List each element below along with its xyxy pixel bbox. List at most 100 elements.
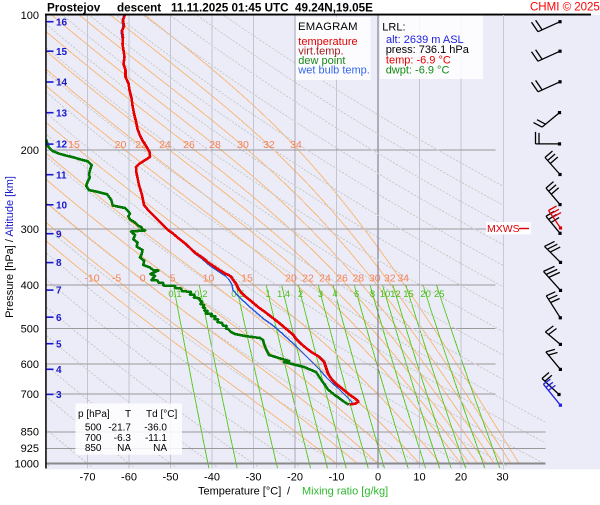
svg-text:Prostejov: Prostejov: [47, 2, 101, 15]
svg-text:-21.7: -21.7: [108, 423, 131, 434]
svg-text:descent: descent: [117, 2, 161, 15]
svg-text:32: 32: [384, 273, 396, 285]
svg-text:20: 20: [285, 273, 297, 285]
svg-text:4: 4: [56, 365, 62, 376]
svg-text:2: 2: [298, 289, 303, 300]
svg-text:20: 20: [420, 289, 431, 300]
svg-text:700: 700: [85, 433, 102, 444]
svg-text:0: 0: [375, 472, 381, 484]
svg-text:-5: -5: [112, 273, 121, 285]
svg-text:28: 28: [352, 273, 364, 285]
svg-text:MXWS: MXWS: [487, 223, 520, 235]
svg-text:26: 26: [336, 273, 348, 285]
svg-text:NA: NA: [153, 443, 167, 454]
svg-text:LRL:: LRL:: [382, 22, 405, 34]
svg-text:28: 28: [209, 139, 221, 151]
svg-text:0.1: 0.1: [168, 289, 181, 300]
svg-text:15: 15: [56, 47, 68, 58]
svg-text:-50: -50: [163, 472, 179, 484]
svg-text:wet bulb temp.: wet bulb temp.: [297, 64, 370, 76]
svg-text:4: 4: [333, 289, 338, 300]
svg-text:500: 500: [85, 423, 102, 434]
svg-text:10: 10: [413, 472, 425, 484]
svg-text:16: 16: [56, 17, 68, 28]
svg-text:T: T: [125, 409, 131, 420]
svg-text:temp: -6.9 °C: temp: -6.9 °C: [386, 54, 451, 66]
svg-text:49.24N,19.05E: 49.24N,19.05E: [295, 2, 373, 15]
svg-text:30: 30: [237, 139, 249, 151]
svg-text:12: 12: [390, 289, 401, 300]
svg-text:-10: -10: [84, 273, 99, 285]
svg-text:22: 22: [302, 273, 314, 285]
svg-text:1: 1: [266, 289, 271, 300]
svg-text:34: 34: [290, 139, 302, 151]
svg-text:0.5: 0.5: [231, 289, 244, 300]
svg-text:press: 736.1 hPa: press: 736.1 hPa: [386, 44, 470, 56]
svg-text:10: 10: [56, 200, 68, 211]
svg-text:1000: 1000: [15, 458, 39, 470]
svg-text:5: 5: [170, 273, 176, 285]
svg-text:10: 10: [380, 289, 391, 300]
svg-text:virt.temp.: virt.temp.: [298, 45, 343, 57]
svg-text:925: 925: [21, 443, 39, 455]
svg-text:30: 30: [369, 273, 381, 285]
svg-text:24: 24: [159, 139, 171, 151]
svg-text:-30: -30: [246, 472, 262, 484]
svg-text:10: 10: [203, 273, 215, 285]
svg-text:20: 20: [115, 139, 127, 151]
svg-text:11.11.2025 01:45 UTC: 11.11.2025 01:45 UTC: [171, 2, 289, 15]
svg-text:15: 15: [241, 273, 253, 285]
svg-text:13: 13: [56, 108, 68, 119]
svg-text:15: 15: [403, 289, 414, 300]
svg-text:14: 14: [56, 78, 68, 89]
svg-text:24: 24: [319, 273, 331, 285]
svg-text:dew point: dew point: [298, 55, 345, 67]
svg-text:32: 32: [263, 139, 275, 151]
svg-text:NA: NA: [117, 443, 131, 454]
svg-text:100: 100: [21, 10, 39, 22]
svg-text:30: 30: [496, 472, 508, 484]
svg-text:850: 850: [21, 427, 39, 439]
svg-text:-40: -40: [204, 472, 220, 484]
svg-text:/: /: [287, 486, 291, 498]
svg-text:dwpt: -6.9 °C: dwpt: -6.9 °C: [386, 65, 450, 77]
svg-text:-70: -70: [80, 472, 96, 484]
svg-text:3: 3: [318, 289, 323, 300]
svg-text:temperature: temperature: [298, 36, 357, 48]
svg-text:5: 5: [56, 339, 62, 350]
svg-text:8: 8: [56, 258, 62, 269]
svg-text:alt: 2639 m ASL: alt: 2639 m ASL: [386, 34, 464, 46]
svg-text:Pressure [hPa] / Altitude [k: Pressure [hPa] / Altitude [km]: [4, 176, 16, 318]
svg-text:-20: -20: [287, 472, 303, 484]
svg-text:-60: -60: [121, 472, 137, 484]
svg-text:0.2: 0.2: [194, 289, 207, 300]
svg-text:Temperature [°C]: Temperature [°C]: [198, 486, 281, 498]
svg-text:400: 400: [21, 280, 39, 292]
svg-text:p [hPa]: p [hPa]: [78, 409, 110, 420]
svg-text:22: 22: [135, 139, 147, 151]
svg-text:20: 20: [455, 472, 467, 484]
svg-text:700: 700: [21, 389, 39, 401]
svg-text:0: 0: [140, 273, 146, 285]
svg-text:-11.1: -11.1: [145, 433, 167, 444]
svg-text:300: 300: [21, 224, 39, 236]
svg-text:6: 6: [354, 289, 359, 300]
svg-text:6: 6: [56, 313, 62, 324]
svg-text:1.4: 1.4: [277, 289, 290, 300]
svg-text:26: 26: [183, 139, 195, 151]
svg-text:Td [°C]: Td [°C]: [146, 409, 177, 420]
svg-text:EMAGRAM: EMAGRAM: [298, 21, 358, 33]
svg-text:200: 200: [21, 145, 39, 157]
svg-text:11: 11: [56, 170, 67, 181]
svg-text:3: 3: [56, 390, 62, 401]
svg-text:34: 34: [397, 273, 409, 285]
svg-text:Mixing ratio [g/kg]: Mixing ratio [g/kg]: [302, 486, 388, 498]
svg-text:500: 500: [21, 323, 39, 335]
svg-text:12: 12: [56, 140, 68, 151]
svg-text:9: 9: [56, 229, 62, 240]
svg-text:-6.3: -6.3: [114, 433, 132, 444]
svg-text:7: 7: [56, 286, 62, 297]
svg-text:850: 850: [85, 443, 102, 454]
svg-text:-36.0: -36.0: [144, 423, 167, 434]
svg-text:-10: -10: [329, 472, 345, 484]
